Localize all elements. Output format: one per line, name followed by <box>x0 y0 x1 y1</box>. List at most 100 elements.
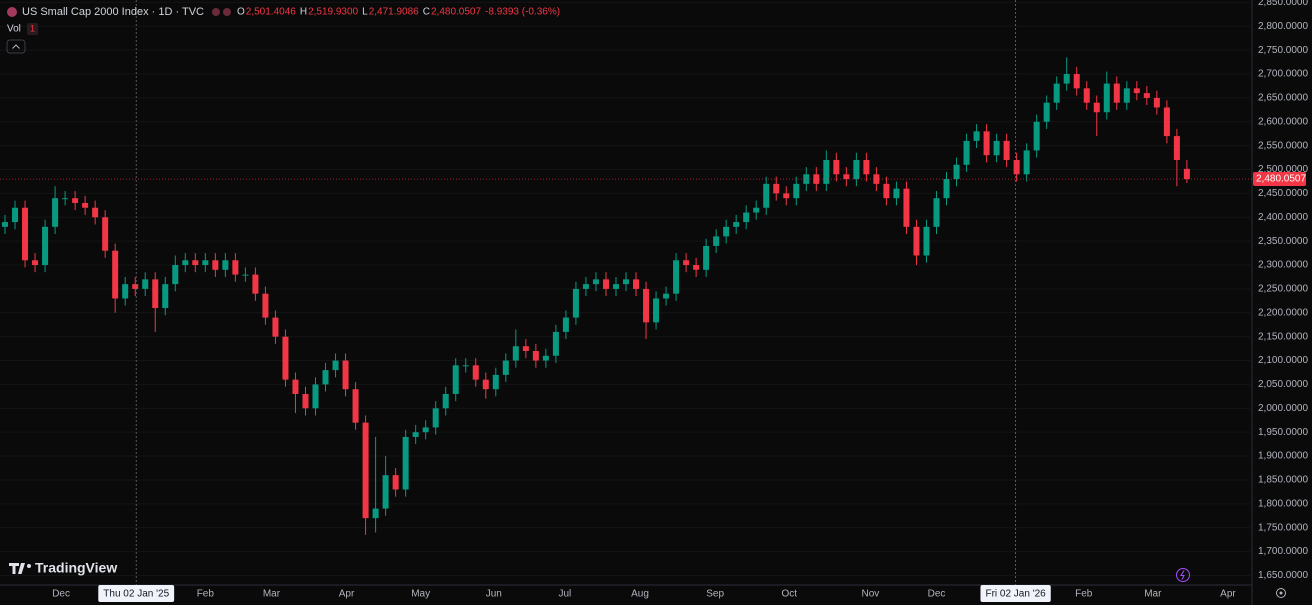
y-tick-label: 2,600.0000 <box>1258 116 1308 127</box>
ohlc-value: 2,480.0507 <box>431 7 481 18</box>
y-tick-label: 1,650.0000 <box>1258 570 1308 581</box>
indicator-name: Vol <box>7 24 21 35</box>
candle-body <box>633 279 640 289</box>
ohlc-legend: O 2,501.4046 H 2,519.9300 L 2,471.9086 C 2,480.… <box>211 7 560 18</box>
candle-body <box>172 265 179 285</box>
price-change: -8.9393 (-0.36%) <box>485 7 560 18</box>
candle-body <box>552 331 559 356</box>
alert-bolt <box>1180 570 1185 580</box>
y-tick-label: 2,750.0000 <box>1258 45 1308 56</box>
candle-body <box>1013 159 1020 175</box>
candle-body <box>713 236 720 246</box>
x-tick-label: Sep <box>706 589 724 600</box>
candle-body <box>673 260 680 294</box>
x-tick-label: Apr <box>1220 589 1236 600</box>
y-tick-label: 2,100.0000 <box>1258 355 1308 366</box>
candle-body <box>793 183 800 199</box>
ohlc-value: 2,471.9086 <box>369 7 419 18</box>
y-tick-label: 2,000.0000 <box>1258 403 1308 414</box>
candle-body <box>823 159 830 184</box>
y-tick-label: 2,700.0000 <box>1258 69 1308 80</box>
candle-body <box>52 198 59 227</box>
candle-body <box>482 379 489 390</box>
candle-body <box>492 374 499 390</box>
candle-body <box>602 279 609 289</box>
candle-body <box>612 284 619 289</box>
chart-title: US Small Cap 2000 Index · 1D · TVC <box>22 6 204 18</box>
x-tick-label: Jul <box>559 589 572 600</box>
candle-body <box>252 274 259 294</box>
x-tick-label: Fri 02 Jan '26 <box>985 589 1046 600</box>
candle-body <box>382 475 389 509</box>
x-tick-label: Mar <box>263 589 281 600</box>
settings-icon[interactable] <box>1276 588 1286 598</box>
candle-body <box>192 260 199 266</box>
candle-body <box>913 226 920 256</box>
settings-dot <box>1279 591 1283 595</box>
candle-body <box>693 265 700 270</box>
y-tick-label: 2,500.0000 <box>1258 164 1308 175</box>
candle-body <box>1043 102 1050 122</box>
indicator-badge: 1 <box>30 23 35 33</box>
y-tick-label: 1,850.0000 <box>1258 475 1308 486</box>
candle-body <box>322 370 329 385</box>
candle-body <box>1163 107 1170 137</box>
candle-body <box>1113 83 1120 103</box>
x-tick-label: Oct <box>781 589 797 600</box>
candle-body <box>82 202 89 208</box>
candle-body <box>402 436 409 490</box>
candle-body <box>272 317 279 337</box>
candle-body <box>452 365 459 394</box>
candle-body <box>122 284 129 299</box>
candle-body <box>262 293 269 318</box>
candle-body <box>222 260 229 270</box>
x-tick-box <box>980 585 1051 602</box>
candle-body <box>462 365 469 367</box>
candle-body <box>592 279 599 285</box>
candle-body <box>1053 83 1060 103</box>
candle-body <box>683 260 690 266</box>
candle-body <box>232 260 239 275</box>
indicator-badge-bg <box>27 23 38 35</box>
x-tick-label: Jun <box>486 589 502 600</box>
y-tick-label: 2,050.0000 <box>1258 379 1308 390</box>
candle-body <box>342 360 349 390</box>
candle-body <box>372 508 379 519</box>
candle-body <box>22 207 29 261</box>
x-tick-label: Feb <box>197 589 215 600</box>
candle-body <box>212 260 219 270</box>
candle-body <box>943 179 950 199</box>
candle-body <box>743 212 750 223</box>
collapse-button[interactable] <box>6 39 26 54</box>
candle-body <box>663 293 670 299</box>
y-tick-label: 2,450.0000 <box>1258 188 1308 199</box>
candle-body <box>502 360 509 375</box>
candle-body <box>723 226 730 237</box>
last-price-label: 2,480.0507 <box>1256 174 1306 185</box>
candle-body <box>1063 74 1070 84</box>
candle-body <box>643 288 650 323</box>
candle-body <box>1123 88 1130 103</box>
candle-body <box>162 284 169 309</box>
symbol-icon <box>7 7 17 17</box>
x-tick-label: Dec <box>52 589 70 600</box>
candle-body <box>392 475 399 490</box>
candle-body <box>442 393 449 409</box>
candle-body <box>102 217 109 251</box>
candle-body <box>1073 74 1080 89</box>
candle-body <box>182 260 189 266</box>
alert-icon[interactable] <box>1176 568 1190 582</box>
candle-body <box>72 198 79 203</box>
y-tick-label: 1,750.0000 <box>1258 522 1308 533</box>
ohlc-key: C <box>423 7 430 18</box>
candle-body <box>2 222 9 227</box>
overlay <box>0 0 1252 585</box>
candle-body <box>903 188 910 227</box>
candle-body <box>12 207 19 223</box>
candle-body <box>512 346 519 361</box>
x-tick-box <box>98 585 175 602</box>
candle-body <box>142 279 149 289</box>
candle-body <box>863 159 870 175</box>
y-tick-label: 2,250.0000 <box>1258 284 1308 295</box>
